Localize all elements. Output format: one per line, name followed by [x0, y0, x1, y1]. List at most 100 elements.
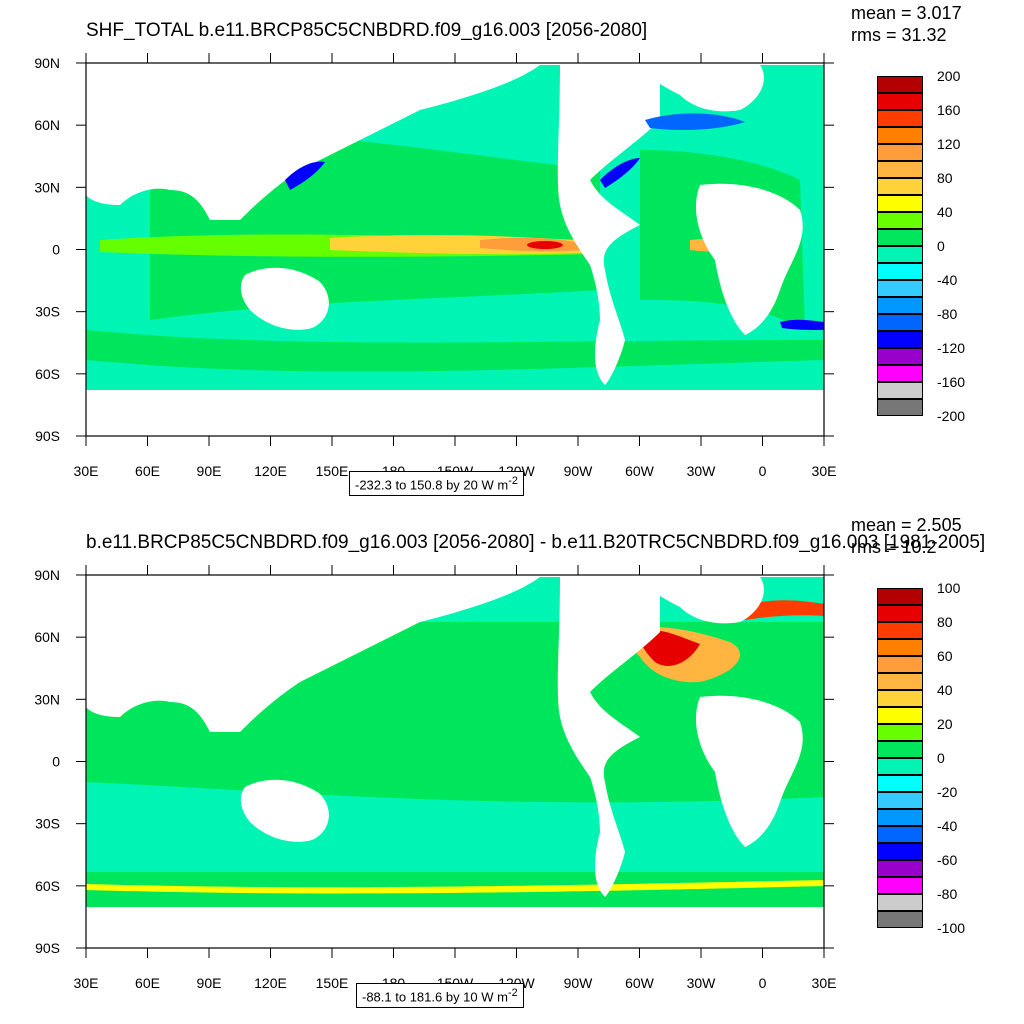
colorbar-tick-label: -80 — [937, 306, 958, 322]
lon-tick-label: 120E — [254, 975, 287, 991]
colorbar-cell — [877, 843, 923, 860]
range-text: -88.1 to 181.6 by 10 — [362, 989, 478, 1005]
land-antarctica — [86, 390, 824, 413]
rms-stat: rms = 31.32 — [851, 25, 947, 45]
lat-tick-label: 60N — [34, 629, 60, 645]
lat-tick-label: 90N — [34, 55, 60, 71]
colorbar-cell — [877, 93, 923, 110]
land-antarctica — [86, 907, 824, 925]
lon-tick-label: 30W — [687, 975, 717, 991]
lat-tick-label: 60S — [35, 878, 60, 894]
colorbar-cell — [877, 588, 923, 605]
colorbar-cell — [877, 76, 923, 93]
units-exponent: -2 — [508, 475, 518, 487]
units-exponent: -2 — [508, 987, 518, 999]
lon-tick-label: 90E — [197, 463, 222, 479]
southern-ocean-strip — [86, 880, 824, 894]
lat-tick-label: 30S — [35, 816, 60, 832]
colorbar-tick-label: -160 — [937, 374, 966, 390]
colorbar-cell — [877, 673, 923, 690]
gulf-stream-feature — [600, 158, 640, 188]
land-australia — [240, 779, 329, 842]
panel-bottom: b.e11.BRCP85C5CNBDRD.f09_g16.003 [2056-2… — [0, 512, 1024, 1024]
lat-tick-label: 30N — [34, 691, 60, 707]
colorbar-cell — [877, 399, 923, 416]
colorbar-cell — [877, 127, 923, 144]
colorbar-cell — [877, 144, 923, 161]
panel-title: SHF_TOTAL b.e11.BRCP85C5CNBDRD.f09_g16.0… — [86, 20, 648, 41]
colorbar-cell — [877, 110, 923, 127]
land-eurasia — [86, 577, 540, 732]
colorbar-tick-label: -100 — [937, 920, 966, 936]
lat-tick-label: 90N — [34, 567, 60, 583]
colorbar-tick-label: 100 — [937, 580, 961, 596]
lon-tick-label: 60E — [135, 463, 160, 479]
lon-tick-label: 150E — [316, 463, 349, 479]
kuroshio-feature — [285, 161, 325, 190]
lat-tick-label: 30N — [34, 179, 60, 195]
colorbar-tick-label: 40 — [937, 204, 953, 220]
lon-tick-label: 30E — [74, 975, 99, 991]
colorbar-tick-label: 160 — [937, 102, 961, 118]
lon-tick-label: 0 — [759, 463, 767, 479]
colorbar-cell — [877, 605, 923, 622]
colorbar-tick-label: 20 — [937, 716, 953, 732]
lat-tick-label: 60S — [35, 366, 60, 382]
colorbar-cell — [877, 178, 923, 195]
lon-tick-label: 60W — [625, 975, 655, 991]
panel-top: SHF_TOTAL b.e11.BRCP85C5CNBDRD.f09_g16.0… — [34, 3, 966, 497]
colorbar-cell — [877, 809, 923, 826]
lon-tick-labels: 30E60E90E120E150E180150W120W90W60W30W030… — [74, 565, 837, 991]
lon-tick-label: 30E — [74, 463, 99, 479]
colorbar-cell — [877, 639, 923, 656]
mean-stat: mean = 2.505 — [851, 515, 962, 535]
colorbar-cell — [877, 707, 923, 724]
southern-band — [86, 330, 824, 372]
colorbar-cell — [877, 741, 923, 758]
lon-tick-label: 30E — [812, 463, 837, 479]
mean-stat: mean = 3.017 — [851, 3, 962, 23]
colorbar-cell — [877, 775, 923, 792]
colorbar-cell — [877, 382, 923, 399]
lat-tick-label: 30S — [35, 304, 60, 320]
colorbar-cell — [877, 161, 923, 178]
colorbar-cell — [877, 348, 923, 365]
colorbar-cell — [877, 826, 923, 843]
colorbar-tick-label: 0 — [937, 750, 945, 766]
land-greenland — [640, 65, 764, 112]
land-australia — [240, 267, 329, 330]
lat-tick-labels: 90N 60N 30N 0 30S 60S 90S — [34, 567, 834, 956]
lon-tick-label: 30E — [812, 975, 837, 991]
lon-tick-label: 60E — [135, 975, 160, 991]
lon-tick-label: 90W — [564, 975, 594, 991]
colorbar-cell — [877, 246, 923, 263]
equatorial-max — [527, 241, 563, 249]
colorbar-tick-label: -20 — [937, 784, 958, 800]
colorbar-cell — [877, 656, 923, 673]
land-americas — [557, 65, 660, 385]
units-text: W m — [481, 477, 509, 493]
colorbar-tick-label: -60 — [937, 852, 958, 868]
lon-tick-label: 120E — [254, 463, 287, 479]
colorbar-cell — [877, 212, 923, 229]
colorbar-cell — [877, 365, 923, 382]
colorbar-cell — [877, 690, 923, 707]
colorbar-cell — [877, 314, 923, 331]
colorbar-cell — [877, 860, 923, 877]
colorbar-tick-label: -40 — [937, 272, 958, 288]
rms-stat: rms = 10.2 — [851, 537, 937, 557]
lat-tick-label: 90S — [35, 428, 60, 444]
colorbar-tick-label: -80 — [937, 886, 958, 902]
contour-range-label: -88.1 to 181.6 by 10 W m-2 — [356, 983, 524, 1009]
lon-tick-label: 90W — [564, 463, 594, 479]
lat-tick-label: 0 — [52, 242, 60, 258]
lat-tick-label: 60N — [34, 117, 60, 133]
colorbar-cell — [877, 331, 923, 348]
lon-tick-label: 150E — [316, 975, 349, 991]
colorbar-tick-label: 120 — [937, 136, 961, 152]
colorbar-tick-label: 40 — [937, 682, 953, 698]
panel-title: b.e11.BRCP85C5CNBDRD.f09_g16.003 [2056-2… — [86, 532, 986, 553]
land-eurasia — [86, 65, 540, 220]
colorbar-cell — [877, 724, 923, 741]
lat-tick-labels: 90N 60N 30N 0 30S 60S 90S — [34, 55, 834, 444]
